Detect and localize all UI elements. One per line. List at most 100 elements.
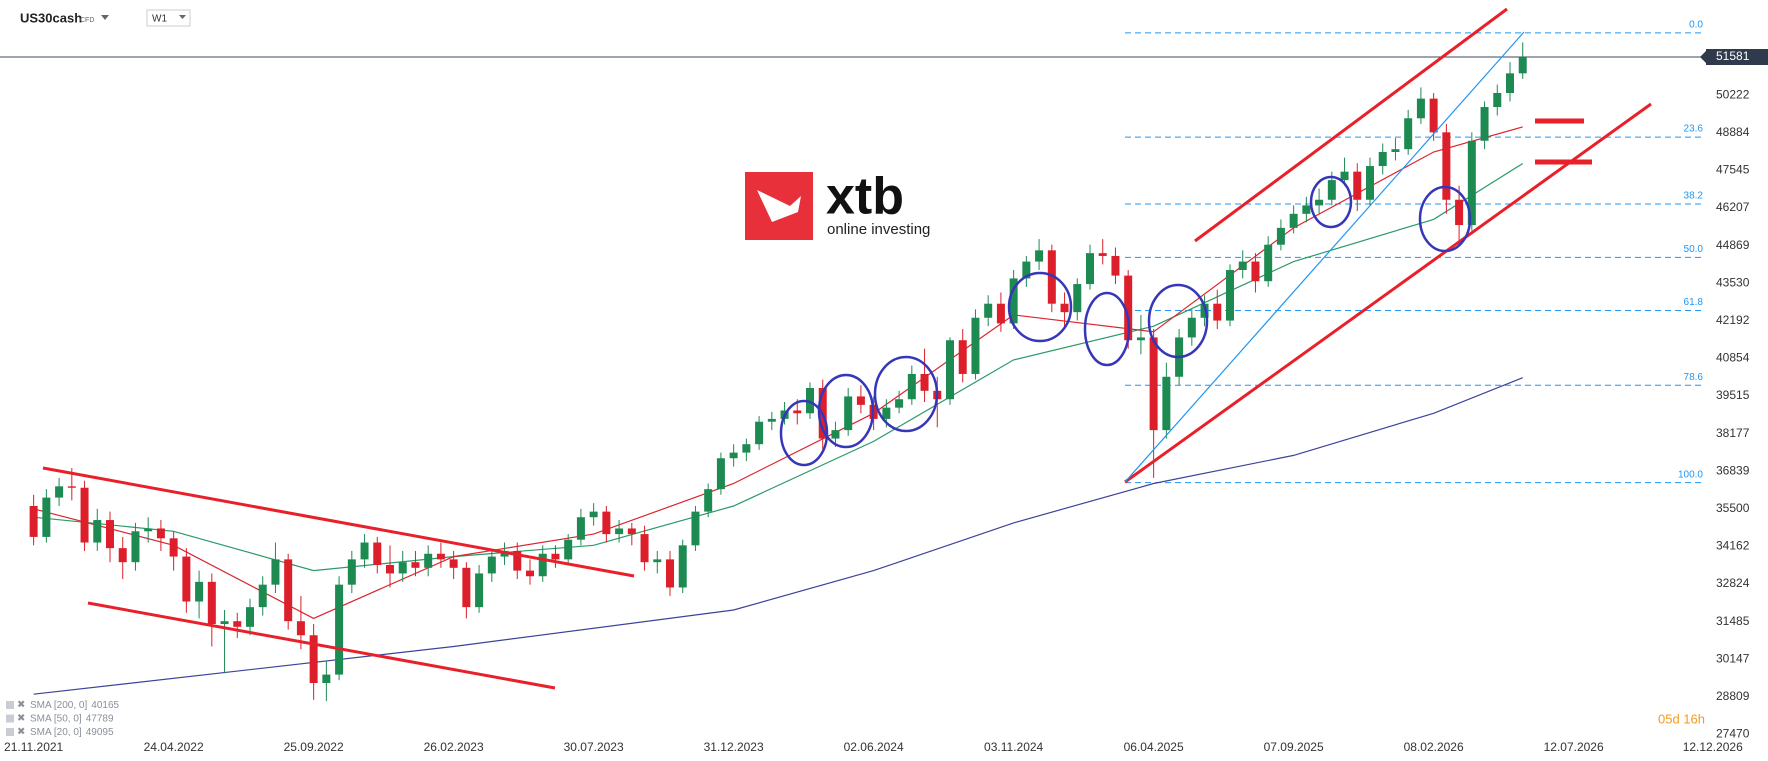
candle-body	[984, 303, 993, 318]
trend-line	[87, 601, 556, 690]
y-tick-label: 39515	[1716, 388, 1750, 402]
fib-label: 0.0	[1689, 20, 1703, 31]
symbol[interactable]: US30cash	[20, 10, 82, 25]
candle-body	[1162, 376, 1171, 431]
x-tick-label: 24.04.2022	[144, 740, 204, 754]
candle-body	[233, 621, 242, 627]
symbol-dropdown[interactable]	[101, 15, 109, 20]
timeframe[interactable]: W1	[152, 14, 167, 25]
candle-body	[1111, 255, 1120, 276]
candle-body	[29, 505, 38, 537]
timeframe-dropdown[interactable]	[179, 15, 186, 19]
candle-body	[729, 452, 738, 459]
x-tick-label: 12.07.2026	[1544, 740, 1604, 754]
candle-body	[576, 517, 585, 540]
candle-body	[156, 528, 165, 539]
candle-body	[42, 497, 51, 537]
candle-body	[946, 340, 954, 400]
header: US30cash CFD W1	[20, 9, 191, 27]
candle-body	[678, 545, 687, 588]
y-tick-label: 35500	[1716, 501, 1750, 515]
legend-close: ✖	[17, 713, 25, 724]
candle-body	[1467, 140, 1476, 226]
y-tick-label: 47545	[1716, 163, 1750, 177]
logo-brand: xtb	[826, 168, 904, 226]
candle-body	[1213, 303, 1222, 321]
x-tick-label: 07.09.2025	[1264, 740, 1324, 754]
candle-body	[971, 317, 980, 374]
candle-body	[373, 542, 382, 565]
candle-body	[1442, 132, 1451, 200]
fib-label: 23.6	[1684, 124, 1704, 135]
x-tick-label: 26.02.2023	[424, 740, 484, 754]
candle-body	[704, 489, 713, 512]
drawings	[42, 7, 1652, 690]
candle-body	[398, 562, 407, 574]
y-tick-label: 36839	[1716, 463, 1750, 477]
candle-body	[106, 520, 114, 549]
fib-label: 38.2	[1684, 191, 1704, 202]
candle-body	[716, 458, 725, 490]
logo-icon	[757, 190, 801, 222]
y-tick-label: 48884	[1716, 125, 1750, 139]
candle-body	[1200, 303, 1209, 318]
candle-body	[1264, 244, 1273, 282]
highlight-circle	[1007, 271, 1073, 343]
candle-body	[449, 559, 458, 568]
candle-body	[1022, 261, 1031, 279]
candle-body	[271, 559, 280, 585]
candle-body	[793, 410, 802, 414]
candle-body	[1378, 151, 1387, 167]
candle-body	[653, 559, 662, 563]
candle-body	[882, 407, 891, 419]
legend-close: ✖	[17, 700, 25, 711]
highlight-circle	[1083, 291, 1131, 367]
candle-body	[475, 573, 484, 608]
candle-body	[296, 621, 305, 636]
candle-body	[1187, 317, 1196, 338]
highlight-circle	[1147, 283, 1209, 359]
candle-body	[1327, 180, 1336, 200]
y-tick-label: 43530	[1716, 275, 1750, 289]
candle-body	[1366, 166, 1374, 200]
candle-body	[627, 528, 636, 535]
candle-body	[1353, 171, 1362, 200]
legend-name: SMA [20, 0]	[30, 727, 82, 738]
candle-body	[487, 556, 496, 574]
candle-body	[615, 528, 624, 535]
candle-body	[1455, 199, 1464, 226]
timeframe-box[interactable]	[146, 9, 191, 27]
y-tick-label: 28809	[1716, 689, 1750, 703]
legend-icon	[6, 714, 14, 723]
last-price-box	[1706, 49, 1768, 66]
highlight-circle	[779, 399, 829, 467]
candle-body	[386, 564, 394, 574]
legend-icon	[6, 728, 14, 736]
candle-body	[246, 607, 254, 627]
candle-body	[844, 396, 853, 431]
candle-body	[436, 553, 445, 560]
candle-body	[742, 444, 751, 453]
y-tick-label: 50222	[1716, 87, 1750, 101]
candle-body	[207, 581, 216, 624]
x-tick-label: 21.11.2021	[4, 740, 63, 754]
candle-body	[309, 635, 318, 683]
sma-line	[33, 377, 1523, 695]
candle-body	[1416, 98, 1425, 119]
candle-body	[347, 559, 356, 585]
fib-label: 78.6	[1684, 372, 1704, 383]
indicators: 0.0 23.6 38.2 50.0 61.8 78.6 100.0	[0, 20, 1705, 695]
instrument-type: CFD	[80, 17, 94, 24]
highlight-circle	[873, 355, 939, 433]
candle-body	[93, 520, 102, 543]
candle-body	[907, 373, 916, 400]
candle-body	[551, 553, 560, 560]
candle-body	[1047, 250, 1056, 304]
candle-body	[1149, 337, 1158, 431]
candle-body	[1098, 253, 1107, 256]
y-tick-label: 34162	[1716, 539, 1750, 553]
last-price-pointer	[1700, 51, 1706, 64]
candle-body	[360, 542, 369, 560]
logo-tagline: online investing	[827, 221, 930, 238]
